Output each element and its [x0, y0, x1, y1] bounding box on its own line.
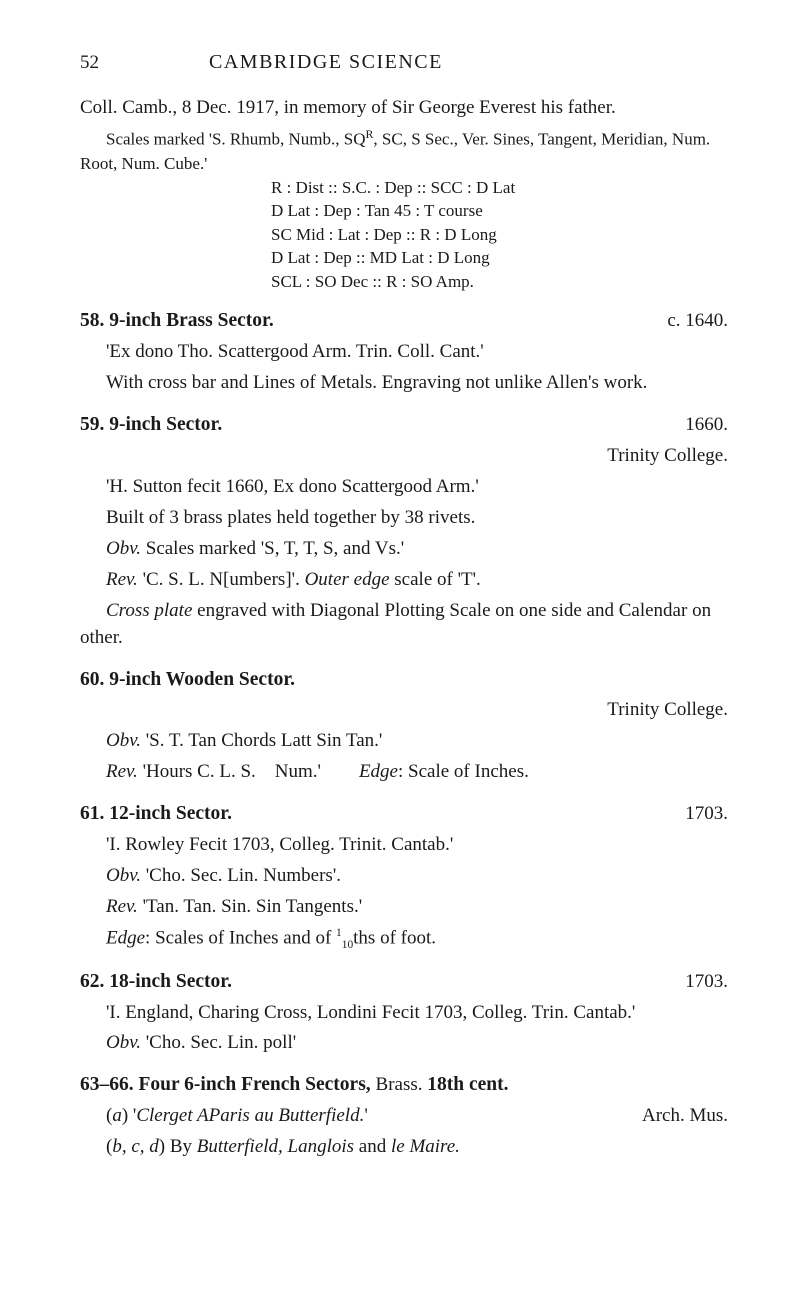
formula-line-3: SC Mid : Lat : Dep :: R : D Long	[245, 223, 728, 246]
formula-line-5: SCL : SO Dec :: R : SO Amp.	[245, 270, 728, 293]
entry-58-p1: 'Ex dono Tho. Scattergood Arm. Trin. Col…	[80, 339, 728, 366]
entry-58-p2: With cross bar and Lines of Metals. Engr…	[80, 370, 728, 397]
rev-label-61: Rev.	[106, 896, 138, 917]
pb-and: and	[354, 1136, 391, 1157]
rev-label-60: Rev.	[106, 761, 138, 782]
page-header: 52 CAMBRIDGE SCIENCE	[80, 48, 728, 77]
entry-58-date: c. 1640.	[667, 308, 728, 335]
entry-59-p2: Built of 3 brass plates held together by…	[80, 505, 728, 532]
entry-60-p2-b: 'Hours C. L. S. Num.'	[138, 761, 359, 782]
entry-59-date: 1660.	[685, 412, 728, 439]
outer-edge-label: Outer edge	[305, 569, 390, 590]
entry-61-title: 61. 12-inch Sector.	[80, 800, 232, 828]
running-title: CAMBRIDGE SCIENCE	[209, 48, 443, 76]
entry-60-header: 60. 9-inch Wooden Sector.	[80, 666, 728, 694]
entry-61-date: 1703.	[685, 801, 728, 828]
pb-letters: b, c, d	[112, 1136, 158, 1157]
entry-62-title: 62. 18-inch Sector.	[80, 968, 232, 996]
scales-text-a: Scales marked 'S. Rhumb, Numb., SQ	[106, 130, 365, 149]
formula-line-2: D Lat : Dep : Tan 45 : T course	[245, 199, 728, 222]
entry-62-p2: Obv. 'Cho. Sec. Lin. poll'	[80, 1030, 728, 1057]
fraction-denominator: 10	[342, 939, 353, 951]
entry-61-header: 61. 12-inch Sector. 1703.	[80, 800, 728, 828]
entry-61-p3: Rev. 'Tan. Tan. Sin. Sin Tangents.'	[80, 894, 728, 921]
entry-62-date: 1703.	[685, 969, 728, 996]
pa-paren-close: ) '	[122, 1105, 137, 1126]
intro-scales: Scales marked 'S. Rhumb, Numb., SQR, SC,…	[80, 126, 728, 293]
entry-63-pb: (b, c, d) By Butterfield, Langlois and l…	[80, 1134, 728, 1161]
entry-63-title-brass: Brass.	[376, 1074, 428, 1095]
fraction-numerator: 1	[336, 927, 342, 939]
entry-62-p2-b: 'Cho. Sec. Lin. poll'	[141, 1032, 296, 1053]
pa-clerget: Clerget AParis au Butterfield.	[136, 1105, 364, 1126]
pa-quote-close: '	[364, 1105, 367, 1126]
obv-label-60: Obv.	[106, 730, 141, 751]
entry-58-title: 58. 9-inch Brass Sector.	[80, 307, 274, 335]
obv-label: Obv.	[106, 538, 141, 559]
edge-label-60: Edge	[359, 761, 398, 782]
pb-butterfield: Butterfield, Langlois	[197, 1136, 354, 1157]
formula-line-4: D Lat : Dep :: MD Lat : D Long	[245, 246, 728, 269]
entry-61-p3-b: 'Tan. Tan. Sin. Sin Tangents.'	[138, 896, 362, 917]
entry-59-subtitle: Trinity College.	[80, 443, 728, 470]
entry-61-p2: Obv. 'Cho. Sec. Lin. Numbers'.	[80, 863, 728, 890]
entry-63-title-bold: 63–66. Four 6-inch French Sectors,	[80, 1074, 376, 1095]
obv-label-61: Obv.	[106, 865, 141, 886]
entry-59-title: 59. 9-inch Sector.	[80, 411, 222, 439]
entry-63-pa-left: (a) 'Clerget AParis au Butterfield.'	[80, 1103, 368, 1130]
pb-lemaire: le Maire.	[391, 1136, 460, 1157]
formula-line-1: R : Dist :: S.C. : Dep :: SCC : D Lat	[245, 176, 728, 199]
entry-60-subtitle: Trinity College.	[80, 697, 728, 724]
entry-59-header: 59. 9-inch Sector. 1660.	[80, 411, 728, 439]
entry-59-p4: Rev. 'C. S. L. N[umbers]'. Outer edge sc…	[80, 567, 728, 594]
obv-label-62: Obv.	[106, 1032, 141, 1053]
entry-61-p4-e: ths of foot.	[353, 928, 436, 949]
entry-62-p1: 'I. England, Charing Cross, Londini Feci…	[80, 1000, 728, 1027]
entry-60-p1: Obv. 'S. T. Tan Chords Latt Sin Tan.'	[80, 728, 728, 755]
entry-63-title-cent: 18th cent.	[427, 1074, 508, 1095]
intro-paragraph-1: Coll. Camb., 8 Dec. 1917, in memory of S…	[80, 95, 728, 122]
entry-61-p2-b: 'Cho. Sec. Lin. Numbers'.	[141, 865, 341, 886]
entry-63-pa-right: Arch. Mus.	[616, 1103, 728, 1130]
edge-label-61: Edge	[106, 928, 145, 949]
page-number: 52	[80, 50, 99, 77]
entry-60-p2: Rev. 'Hours C. L. S. Num.' Edge: Scale o…	[80, 759, 728, 786]
rev-label: Rev.	[106, 569, 138, 590]
entry-59-p4-d: scale of 'T'.	[390, 569, 481, 590]
entry-59-p3-text: Scales marked 'S, T, T, S, and Vs.'	[141, 538, 404, 559]
entry-61-p1: 'I. Rowley Fecit 1703, Colleg. Trinit. C…	[80, 832, 728, 859]
cross-plate-label: Cross plate	[106, 600, 192, 621]
pa-letter-a: a	[112, 1105, 122, 1126]
entry-61-p4: Edge: Scales of Inches and of 110ths of …	[80, 925, 728, 953]
entry-61-p4-b: : Scales of Inches and of	[145, 928, 336, 949]
entry-60-title: 60. 9-inch Wooden Sector.	[80, 666, 295, 694]
entry-63-pa: (a) 'Clerget AParis au Butterfield.' Arc…	[80, 1103, 728, 1130]
entry-63-header: 63–66. Four 6-inch French Sectors, Brass…	[80, 1071, 728, 1099]
entry-60-p1-b: 'S. T. Tan Chords Latt Sin Tan.'	[141, 730, 382, 751]
entry-59-p4-b: 'C. S. L. N[umbers]'.	[138, 569, 305, 590]
scales-formula-block: R : Dist :: S.C. : Dep :: SCC : D Lat D …	[245, 176, 728, 293]
entry-59-p1: 'H. Sutton fecit 1660, Ex dono Scattergo…	[80, 474, 728, 501]
pb-by: ) By	[159, 1136, 197, 1157]
entry-58-header: 58. 9-inch Brass Sector. c. 1640.	[80, 307, 728, 335]
entry-63-title-line: 63–66. Four 6-inch French Sectors, Brass…	[80, 1071, 509, 1099]
entry-62-header: 62. 18-inch Sector. 1703.	[80, 968, 728, 996]
entry-59-p3: Obv. Scales marked 'S, T, T, S, and Vs.'	[80, 536, 728, 563]
entry-59-p5: Cross plate engraved with Diagonal Plott…	[80, 598, 728, 652]
entry-60-p2-d: : Scale of Inches.	[398, 761, 529, 782]
